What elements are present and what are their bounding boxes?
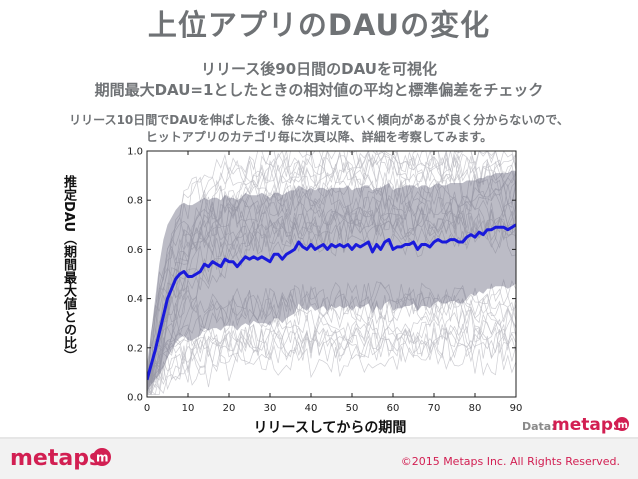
metaps-logo-small: metaps m (552, 415, 629, 435)
y-tick-label: 0.4 (127, 294, 143, 305)
x-tick-label: 60 (387, 403, 400, 414)
svg-text:m: m (618, 420, 628, 431)
subtitle-line-2: 期間最大DAU=1としたときの相対値の平均と標準偏差をチェック (94, 81, 544, 99)
description-line-2: ヒットアプリのカテゴリ毎に次頁以降、詳細を考察してみます。 (145, 130, 493, 144)
app-trajectory-line (147, 206, 516, 395)
subtitle-line-1: リリース後90日間のDAUを可視化 (201, 60, 437, 78)
svg-text:m: m (96, 451, 109, 465)
app-trajectory-line (147, 176, 516, 383)
app-trajectory-line (147, 199, 516, 395)
x-tick-label: 30 (264, 403, 277, 414)
app-trajectory-line (147, 342, 516, 395)
x-tick-label: 0 (144, 403, 150, 414)
x-tick-label: 10 (182, 403, 195, 414)
x-tick-label: 40 (305, 403, 318, 414)
app-trajectory-line (147, 309, 516, 392)
app-trajectory-line (147, 151, 516, 395)
app-trajectory-line (147, 291, 516, 386)
plot-frame (146, 150, 517, 398)
app-trajectory-line (147, 286, 516, 395)
app-trajectory-line (147, 165, 516, 395)
y-tick-label: 1.0 (127, 147, 143, 158)
individual-app-lines (147, 151, 516, 396)
x-tick-label: 20 (223, 403, 236, 414)
app-trajectory-line (147, 327, 516, 396)
std-deviation-band (147, 170, 516, 393)
description-line-1: リリース10日間でDAUを伸ばした後、徐々に増えていく傾向があるが良く分からない… (69, 113, 569, 127)
app-trajectory-line (147, 328, 516, 395)
logo-mark-icon-footer (93, 448, 111, 466)
y-tick-label: 0.6 (127, 245, 143, 256)
axis-ticks: 0 10 20 30 40 50 60 70 80 90 0.0 0.2 0.4 0.6 0.8 1.0 (127, 147, 522, 415)
logo-text-footer: metaps (10, 446, 102, 471)
app-trajectory-line (147, 201, 516, 383)
logo-mark-icon (615, 417, 629, 431)
metaps-logo-footer: metaps m (10, 446, 111, 471)
mean-line-layer (147, 223, 516, 381)
app-trajectory-line (147, 200, 516, 395)
y-tick-label: 0.8 (127, 196, 143, 207)
x-tick-label: 90 (510, 403, 523, 414)
app-trajectory-line (147, 180, 516, 391)
app-trajectory-line (147, 155, 516, 390)
y-tick-label: 0.0 (127, 393, 143, 404)
app-trajectory-line (147, 208, 516, 387)
logo-text-small: metaps (552, 415, 623, 435)
app-trajectory-line (147, 318, 516, 395)
app-trajectory-line (147, 173, 516, 395)
std-band-layer (147, 170, 516, 393)
y-tick-label: 0.2 (127, 343, 143, 354)
x-axis-label: リリースしてからの期間 (253, 420, 407, 436)
app-trajectory-line (147, 281, 516, 395)
slide-title: 上位アプリのDAUの変化 (147, 8, 491, 42)
app-trajectory-line (147, 151, 516, 395)
mean-line (147, 223, 516, 381)
footer-divider (0, 437, 638, 439)
app-trajectory-line (147, 151, 516, 393)
app-trajectory-line (147, 327, 516, 396)
x-tick-label: 80 (469, 403, 482, 414)
x-tick-label: 70 (428, 403, 441, 414)
app-trajectory-line (147, 184, 516, 389)
app-trajectory-line (147, 222, 516, 385)
x-tick-label: 50 (346, 403, 359, 414)
data-source-label: Data: (522, 420, 556, 433)
app-trajectory-line (147, 151, 516, 395)
copyright-text: ©2015 Metaps Inc. All Rights Reserved. (400, 455, 620, 468)
y-axis-label: 推定DAU（期間最大値との比） (61, 175, 76, 363)
